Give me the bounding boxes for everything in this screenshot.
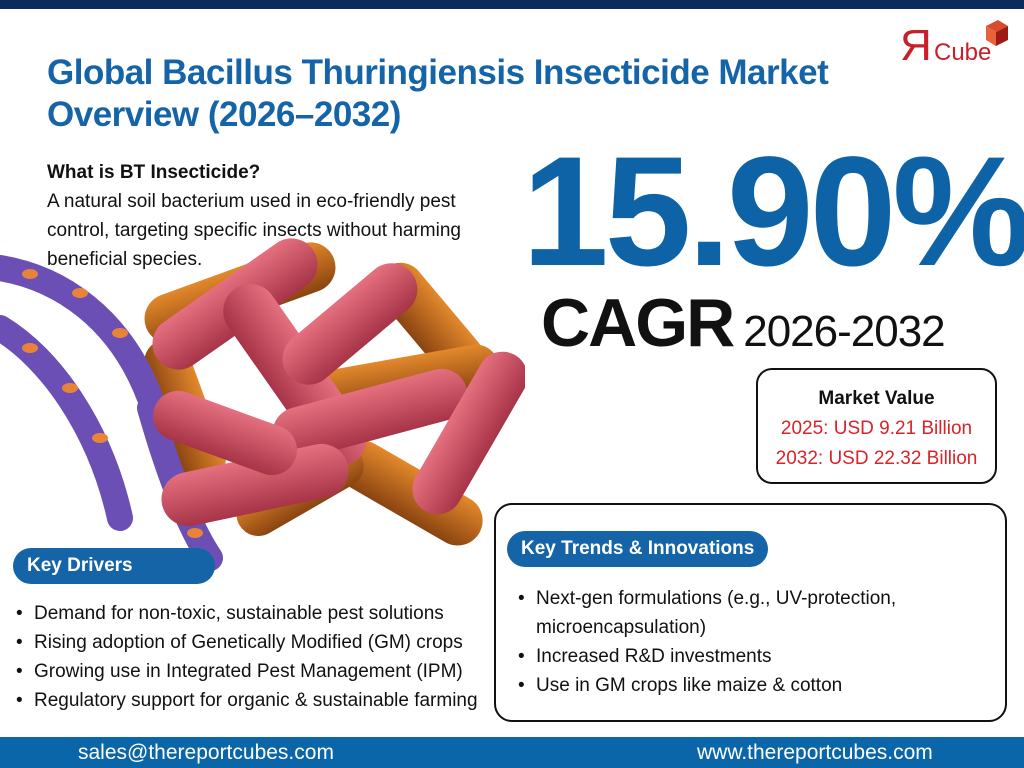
cagr-period: 2026-2032 xyxy=(743,307,945,356)
page-title: Global Bacillus Thuringiensis Insecticid… xyxy=(47,53,829,134)
footer-website[interactable]: www.thereportcubes.com xyxy=(697,741,933,764)
top-bar xyxy=(0,0,1024,9)
cagr-label: CAGR xyxy=(541,285,735,361)
list-item: Demand for non-toxic, sustainable pest s… xyxy=(14,599,494,628)
list-item: Regulatory support for organic & sustain… xyxy=(14,686,494,715)
market-value-box: Market Value 2025: USD 9.21 Billion 2032… xyxy=(756,368,997,484)
list-item: Rising adoption of Genetically Modified … xyxy=(14,628,494,657)
intro-heading: What is BT Insecticide? xyxy=(47,162,261,183)
market-value-heading: Market Value xyxy=(818,388,935,409)
market-value-2032: 2032: USD 22.32 Billion xyxy=(775,448,978,469)
svg-text:Cube: Cube xyxy=(934,39,991,66)
intro-body: A natural soil bacterium used in eco-fri… xyxy=(47,191,461,270)
list-item: Growing use in Integrated Pest Managemen… xyxy=(14,657,494,686)
footer-email[interactable]: sales@thereportcubes.com xyxy=(78,741,334,764)
cagr-line: CAGR 2026-2032 xyxy=(541,284,946,362)
market-value-2025: 2025: USD 9.21 Billion xyxy=(780,418,973,439)
cagr-value: 15.90% xyxy=(522,125,1024,299)
key-drivers-label: Key Drivers xyxy=(13,548,215,584)
key-trends-list: Next-gen formulations (e.g., UV-protecti… xyxy=(516,584,976,700)
intro: What is BT Insecticide? A natural soil b… xyxy=(47,158,487,274)
list-item: Next-gen formulations (e.g., UV-protecti… xyxy=(516,584,976,642)
key-trends-label: Key Trends & Innovations xyxy=(507,531,769,567)
logo: Я Cube xyxy=(900,18,1010,70)
key-drivers-list: Demand for non-toxic, sustainable pest s… xyxy=(14,599,494,715)
list-item: Increased R&D investments xyxy=(516,642,976,671)
bacteria-illustration xyxy=(0,238,528,578)
footer: sales@thereportcubes.com www.thereportcu… xyxy=(0,737,1024,768)
svg-text:Я: Я xyxy=(900,21,932,68)
key-trends-box xyxy=(494,503,1007,722)
list-item: Use in GM crops like maize & cotton xyxy=(516,671,976,700)
